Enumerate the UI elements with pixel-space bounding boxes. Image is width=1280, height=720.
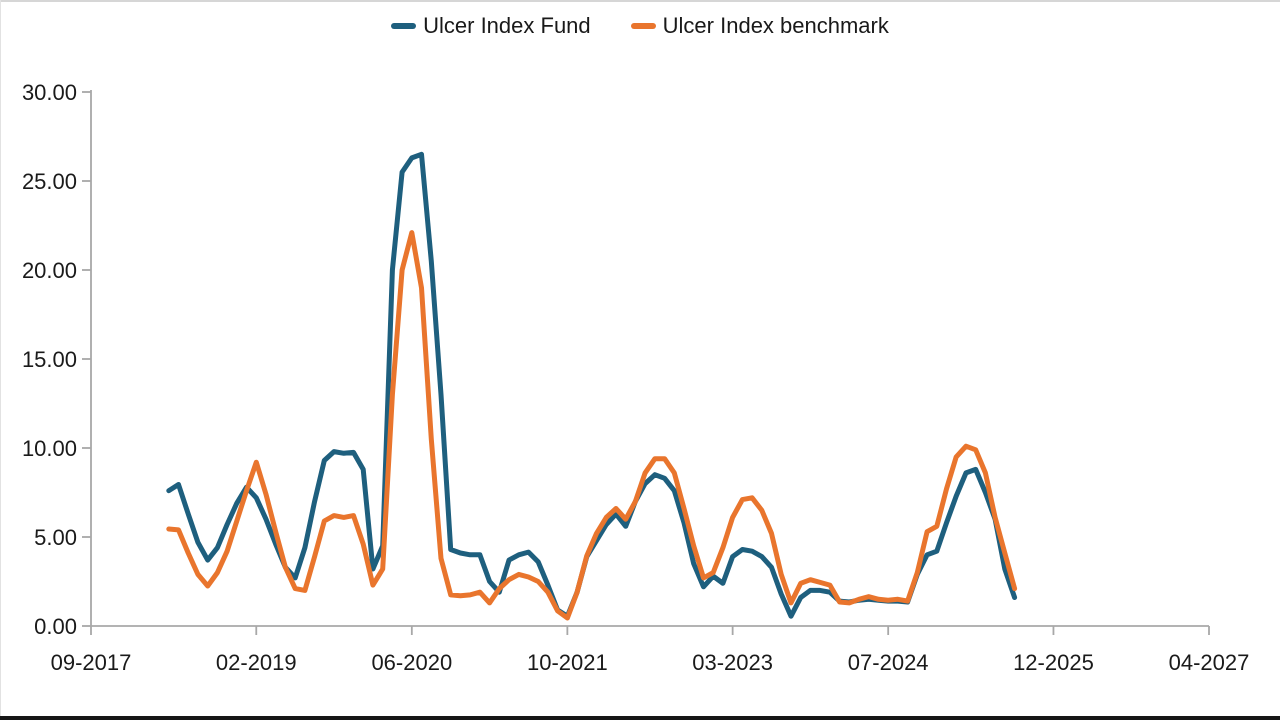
benchmark-series-line bbox=[166, 230, 1018, 621]
y-tick-label: 15.00 bbox=[22, 347, 77, 372]
left-border bbox=[0, 0, 1, 716]
y-tick-label: 20.00 bbox=[22, 258, 77, 283]
chart-legend: Ulcer Index Fund Ulcer Index benchmark bbox=[0, 13, 1280, 39]
fund-line-marker-icon bbox=[391, 23, 417, 29]
legend-label-fund: Ulcer Index Fund bbox=[423, 13, 591, 38]
legend-label-benchmark: Ulcer Index benchmark bbox=[662, 13, 889, 38]
x-tick-label: 03-2023 bbox=[692, 650, 773, 675]
y-tick-label: 30.00 bbox=[22, 80, 77, 105]
legend-item-benchmark: Ulcer Index benchmark bbox=[630, 13, 889, 39]
y-tick-label: 5.00 bbox=[34, 525, 77, 550]
top-border bbox=[0, 0, 1280, 2]
y-tick-label: 0.00 bbox=[34, 614, 77, 639]
y-tick-label: 25.00 bbox=[22, 169, 77, 194]
x-tick-label: 10-2021 bbox=[527, 650, 608, 675]
x-tick-label: 07-2024 bbox=[848, 650, 929, 675]
x-tick-label: 06-2020 bbox=[371, 650, 452, 675]
x-tick-label: 04-2027 bbox=[1169, 650, 1250, 675]
benchmark-line-marker-icon bbox=[630, 23, 656, 29]
legend-item-fund: Ulcer Index Fund bbox=[391, 13, 591, 39]
x-tick-label: 09-2017 bbox=[51, 650, 132, 675]
x-tick-label: 02-2019 bbox=[216, 650, 297, 675]
x-tick-label: 12-2025 bbox=[1013, 650, 1094, 675]
y-tick-label: 10.00 bbox=[22, 436, 77, 461]
bottom-bar bbox=[0, 716, 1280, 720]
